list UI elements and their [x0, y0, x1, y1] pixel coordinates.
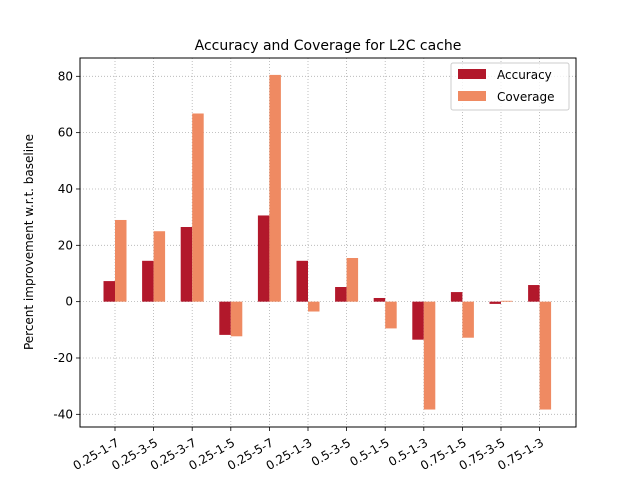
bar-accuracy-0-75-3-5 [489, 301, 501, 304]
bar-coverage-0-5-3-5 [346, 257, 359, 302]
y-tick-label: -40 [53, 407, 73, 421]
bar-accuracy-0-25-3-7 [180, 227, 193, 302]
bar-accuracy-0-25-1-5 [219, 301, 231, 335]
legend-label-accuracy: Accuracy [497, 68, 552, 82]
bar-accuracy-0-25-5-7 [257, 215, 270, 302]
bar-coverage-0-5-1-5 [385, 301, 397, 329]
bar-coverage-0-25-3-7 [192, 113, 204, 302]
x-axis-ticks: 0.25-1-70.25-3-50.25-3-70.25-1-50.25-5-7… [71, 427, 546, 473]
bars [103, 74, 552, 410]
y-tick-label: 20 [58, 238, 73, 252]
plot-frame [79, 57, 577, 428]
bar-accuracy-0-5-1-3 [412, 301, 424, 340]
y-tick-label: 40 [58, 182, 73, 196]
bar-coverage-0-75-1-3 [539, 301, 552, 410]
bar-accuracy-0-25-3-5 [142, 260, 154, 302]
bar-coverage-0-75-1-5 [462, 301, 474, 338]
y-tick-label: 60 [58, 126, 73, 140]
bar-accuracy-0-75-1-5 [450, 292, 463, 302]
y-axis-label: Percent improvement w.r.t. baseline [22, 134, 36, 350]
bar-coverage-0-25-5-7 [269, 74, 281, 302]
y-axis-ticks: -40 -20 0 20 40 60 80 [53, 69, 80, 421]
bar-accuracy-0-25-1-7 [103, 281, 115, 302]
x-tick-label: 0.5-1-5 [347, 435, 391, 469]
legend-swatch-coverage [458, 91, 486, 101]
bar-accuracy-0-5-1-5 [373, 297, 386, 302]
bar-accuracy-0-25-1-3 [296, 260, 308, 302]
bar-coverage-0-25-1-3 [308, 301, 320, 312]
legend: Accuracy Coverage [450, 62, 570, 111]
bar-accuracy-0-75-1-3 [528, 285, 540, 302]
x-tick-label: 0.5-3-5 [309, 435, 353, 469]
y-tick-label: 0 [65, 295, 73, 309]
y-tick-label: -20 [53, 351, 73, 365]
bar-coverage-0-25-3-5 [153, 231, 166, 302]
bar-coverage-0-25-1-5 [230, 301, 243, 337]
bar-coverage-0-5-1-3 [423, 301, 436, 410]
legend-swatch-accuracy [458, 69, 486, 79]
bar-coverage-0-25-1-7 [115, 219, 127, 302]
bar-accuracy-0-5-3-5 [335, 287, 347, 302]
y-tick-label: 80 [58, 69, 73, 83]
legend-label-coverage: Coverage [497, 90, 555, 104]
chart-title: Accuracy and Coverage for L2C cache [195, 38, 462, 54]
bar-coverage-0-75-3-5 [501, 300, 513, 302]
